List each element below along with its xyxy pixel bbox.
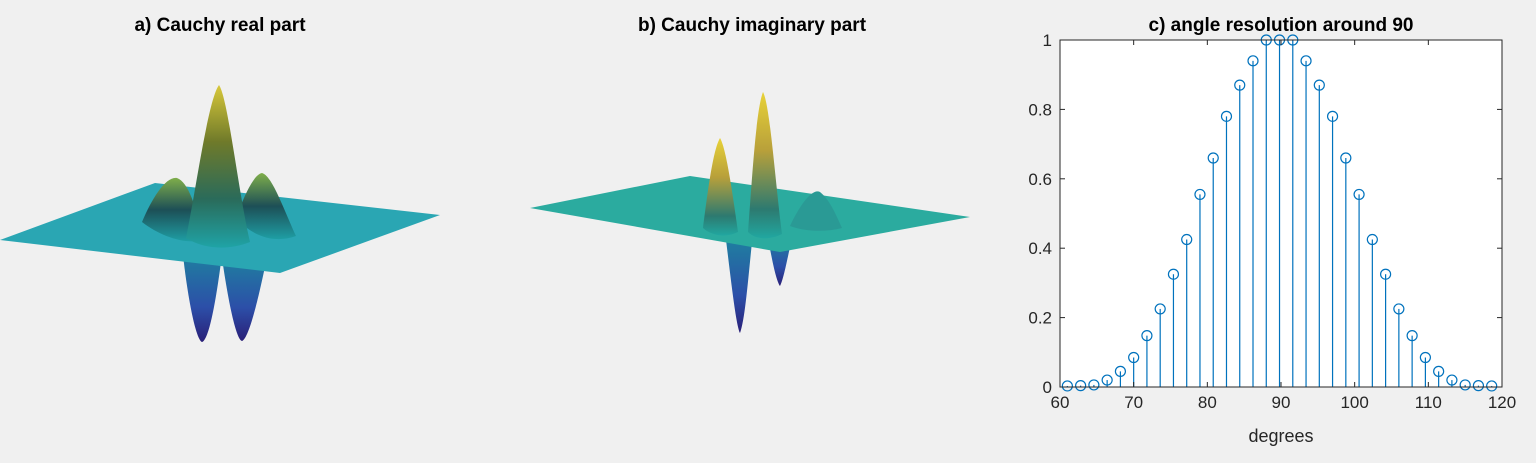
stem-marker — [1300, 55, 1312, 67]
surface-a-trough-right — [222, 258, 266, 341]
stem-marker — [1128, 351, 1140, 364]
stem-marker — [1366, 233, 1378, 246]
surface-b-trough-left — [726, 240, 752, 333]
surface-a-trough-left — [183, 255, 221, 342]
panel-a-surface — [0, 85, 440, 342]
stem-marker — [1181, 233, 1193, 246]
panel-b: b) Cauchy imaginary part — [530, 15, 970, 333]
x-tick-label: 100 — [1340, 393, 1368, 412]
stem-marker — [1234, 79, 1246, 91]
stem-marker — [1353, 188, 1365, 201]
x-axis-label: degrees — [1248, 426, 1313, 446]
stem-marker — [1393, 303, 1405, 315]
surface-a-peak-center — [186, 85, 250, 248]
panel-b-title: b) Cauchy imaginary part — [638, 15, 867, 36]
y-tick-label: 0.2 — [1028, 309, 1052, 328]
y-tick-label: 0 — [1043, 378, 1052, 397]
stem-marker — [1220, 110, 1233, 122]
stem-marker — [1075, 380, 1087, 392]
stem-marker — [1167, 268, 1180, 280]
plot-area — [1060, 40, 1502, 387]
stem-marker — [1154, 303, 1166, 315]
stem-marker — [1101, 374, 1113, 386]
panel-a: a) Cauchy real part — [0, 15, 440, 342]
stem-marker — [1207, 152, 1219, 164]
surface-b-peak-left — [703, 138, 738, 236]
stem-marker — [1141, 330, 1153, 342]
x-tick-label: 60 — [1051, 393, 1070, 412]
stem-marker — [1486, 380, 1498, 392]
stem-marker — [1446, 374, 1458, 386]
stem-marker — [1088, 379, 1100, 391]
stem-marker — [1326, 110, 1339, 122]
surface-a-peak-left — [142, 177, 203, 242]
stem-marker — [1406, 330, 1418, 342]
stem-marker — [1419, 351, 1431, 364]
x-tick-label: 90 — [1272, 393, 1291, 412]
y-tick-label: 1 — [1043, 31, 1052, 50]
surface-b-peak-right — [748, 92, 782, 239]
surface-b-ripple — [790, 191, 842, 231]
y-tick-label: 0.4 — [1028, 239, 1052, 258]
stem-marker — [1380, 268, 1392, 280]
stem-marker — [1313, 79, 1325, 91]
x-tick-label: 110 — [1415, 393, 1442, 412]
panel-c: c) angle resolution around 90 60 70 80 90 10… — [1028, 15, 1516, 446]
chart-title: c) angle resolution around 90 — [1149, 15, 1414, 36]
axes: 60 70 80 90 100 110 120 0 0.2 0.4 0.6 0.8 1 — [1028, 31, 1516, 412]
stem-marker — [1194, 188, 1206, 201]
stem-marker — [1061, 380, 1073, 392]
panel-a-title: a) Cauchy real part — [134, 15, 306, 36]
x-tick-label: 70 — [1124, 393, 1143, 412]
x-tick-label: 80 — [1198, 393, 1217, 412]
stem-series — [1061, 34, 1498, 392]
stem-marker — [1247, 55, 1259, 67]
stem-marker — [1459, 379, 1471, 391]
x-tick-label: 120 — [1488, 393, 1516, 412]
stem-marker — [1114, 365, 1127, 377]
surface-a-peak-right — [236, 173, 296, 240]
stem-marker — [1472, 380, 1485, 392]
stem-marker — [1340, 152, 1352, 164]
panel-b-surface — [530, 92, 970, 333]
y-tick-label: 0.6 — [1028, 170, 1052, 189]
y-tick-label: 0.8 — [1028, 100, 1052, 119]
stem-marker — [1433, 365, 1445, 377]
